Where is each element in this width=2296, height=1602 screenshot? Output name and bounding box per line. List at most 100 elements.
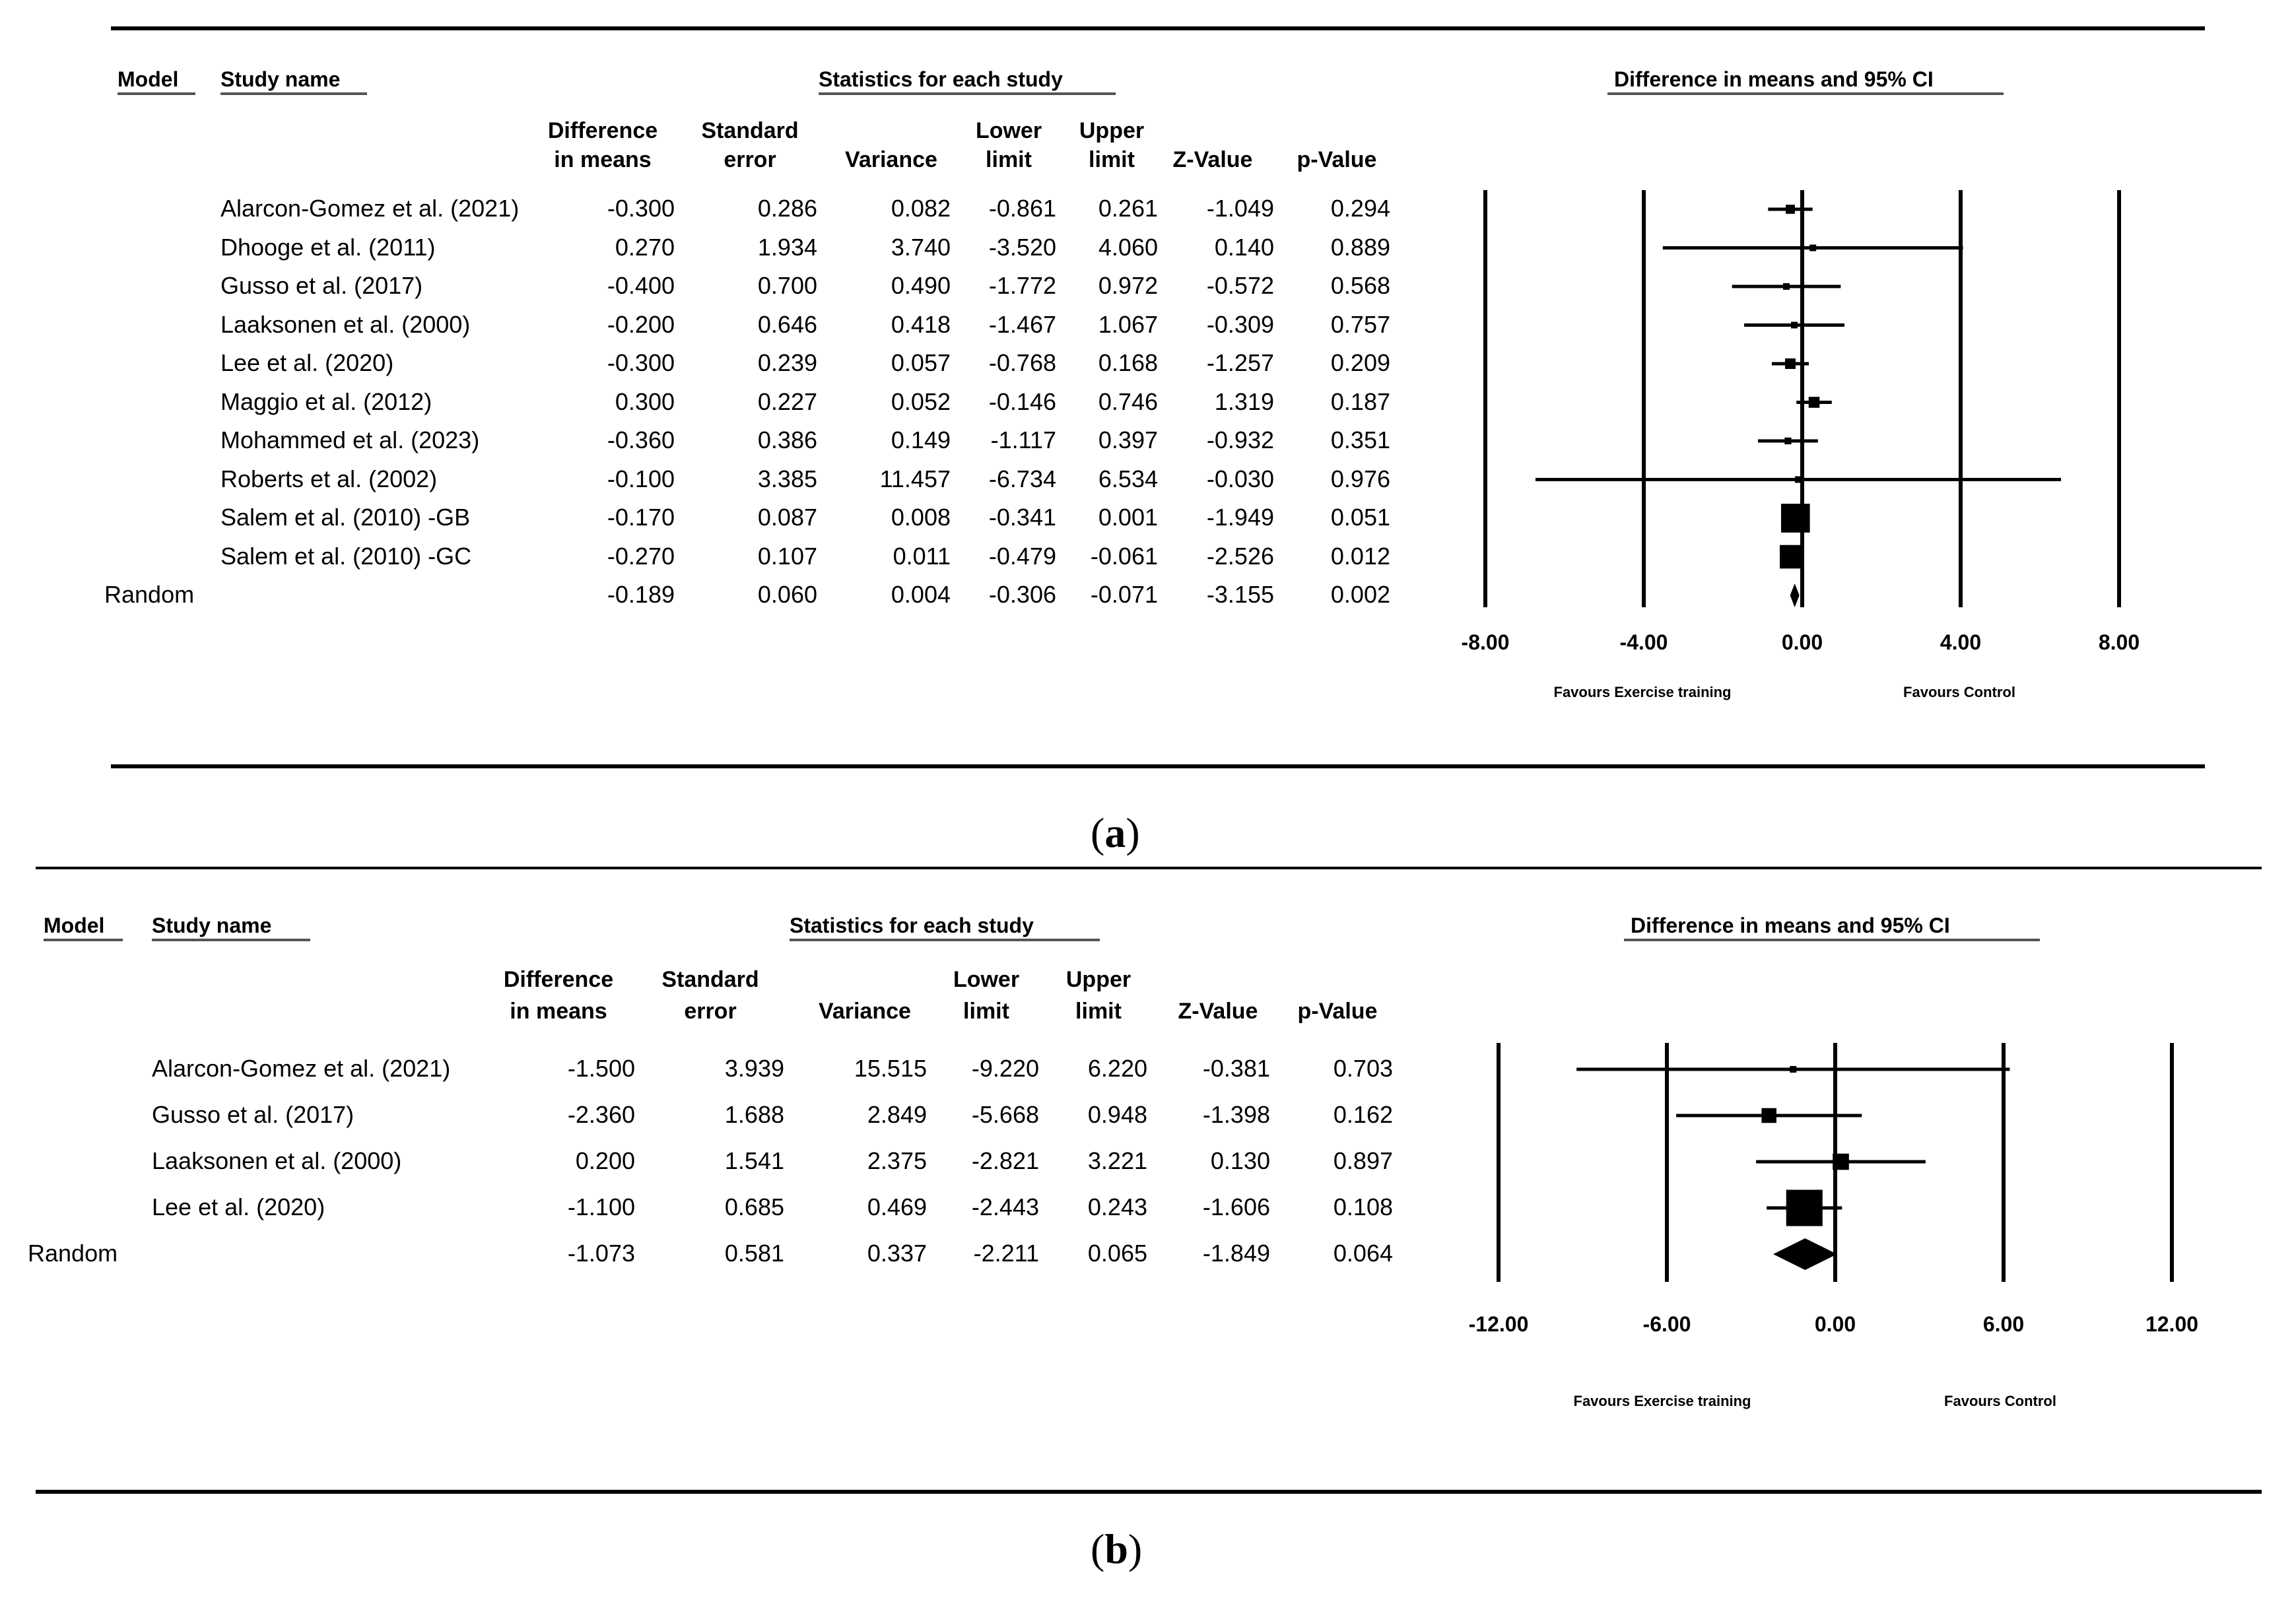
study-name-header-underline [220,92,367,95]
panel-b-bottom-rule [36,1490,2262,1494]
summary-cell-z: -3.155 [1206,581,1274,608]
stat-cell-var: 0.008 [891,504,951,531]
study-name-cell: Gusso et al. (2017) [152,1101,355,1128]
plot-title-underline [1607,92,2004,95]
col-header-3-line1: Lower [953,967,1020,992]
statistics-header-underline [790,939,1100,941]
stat-cell-lower: -1.117 [990,426,1056,453]
model-header: Model [44,914,105,937]
stat-cell-se: 0.286 [757,195,817,222]
stat-cell-z: 0.140 [1214,233,1274,261]
stat-cell-se: 1.934 [757,233,817,261]
study-name-cell: Lee et al. (2020) [152,1193,325,1220]
caption-b-letter: b [1104,1525,1128,1572]
stat-cell-z: -1.049 [1206,195,1274,222]
model-header-underline [44,939,123,941]
stat-cell-z: 1.319 [1214,387,1274,415]
stat-cell-se: 0.087 [757,504,817,531]
stat-cell-p: 0.187 [1330,387,1390,415]
stat-cell-upper: 6.220 [1087,1055,1147,1082]
col-header-1-line2: error [684,999,737,1024]
study-name-cell: Maggio et al. (2012) [220,387,432,415]
col-header-5-line2: Z-Value [1172,147,1253,172]
x-tick-label: 4.00 [1940,630,1982,654]
favours-right-label: Favours Control [1903,684,2015,700]
stat-cell-upper: 1.067 [1098,310,1158,338]
stat-cell-var: 0.052 [891,387,951,415]
stat-cell-p: 0.294 [1330,195,1390,222]
col-header-4-line2: limit [1089,147,1135,172]
stat-cell-se: 0.685 [724,1193,784,1220]
effect-box [1808,397,1820,408]
col-header-4-line1: Upper [1065,967,1131,992]
summary-cell-var: 0.004 [891,581,951,608]
stat-cell-p: 0.162 [1333,1101,1393,1128]
forest-plot-a: Model Study name Statistics for each study… [0,0,2296,792]
model-header-underline [118,92,195,95]
summary-label: Random [28,1240,118,1267]
summary-cell-z: -1.849 [1202,1240,1270,1267]
study-name-header: Study name [152,914,272,937]
summary-cell-lower: -2.211 [973,1240,1039,1267]
stat-cell-upper: -0.061 [1090,542,1158,570]
stat-cell-z: -1.398 [1202,1101,1270,1128]
stat-cell-upper: 0.397 [1098,426,1158,453]
summary-cell-upper: -0.071 [1090,581,1158,608]
col-header-0-line1: Difference [503,967,614,992]
summary-cell-upper: 0.065 [1087,1240,1147,1267]
col-header-1-line2: error [724,147,776,172]
stat-cell-var: 11.457 [879,465,951,492]
panel-b-top-rule [36,867,2262,869]
summary-label: Random [104,581,195,608]
caption-a: (a) [1091,809,1140,856]
col-header-2-line2: Variance [845,147,937,172]
stat-cell-diff: -0.100 [607,465,675,492]
col-header-4-line1: Upper [1079,118,1145,143]
study-name-cell: Laaksonen et al. (2000) [220,310,471,338]
stat-cell-p: 0.012 [1330,542,1390,570]
stat-cell-z: -0.309 [1206,310,1274,338]
stat-cell-lower: -2.443 [971,1193,1039,1220]
col-header-5-line2: Z-Value [1178,999,1258,1024]
summary-diamond [1790,584,1800,607]
stat-cell-upper: 0.972 [1098,272,1158,299]
panel-a-top-rule [111,26,2205,30]
stat-cell-lower: -1.772 [988,272,1056,299]
x-tick-label: 0.00 [1781,630,1823,654]
x-tick-label: 0.00 [1814,1312,1856,1336]
stat-cell-z: -0.381 [1202,1055,1270,1082]
x-tick-label: -6.00 [1642,1312,1691,1336]
effect-box [1761,1108,1776,1123]
stat-cell-var: 2.849 [867,1101,927,1128]
stat-cell-p: 0.703 [1333,1055,1393,1082]
x-tick-label: 12.00 [2145,1312,2199,1336]
stat-cell-var: 0.469 [867,1193,927,1220]
stat-cell-se: 3.939 [724,1055,784,1082]
stat-cell-z: -0.572 [1206,272,1274,299]
stat-cell-upper: 0.168 [1098,349,1158,376]
effect-box [1809,244,1817,251]
stat-cell-se: 0.239 [757,349,817,376]
model-header: Model [118,67,179,91]
summary-cell-p: 0.002 [1330,581,1390,608]
stat-cell-p: 0.108 [1333,1193,1393,1220]
stat-cell-diff: -0.400 [607,272,675,299]
stat-cell-lower: -5.668 [971,1101,1039,1128]
stat-cell-var: 0.057 [891,349,951,376]
stat-cell-upper: 4.060 [1098,233,1158,261]
summary-cell-lower: -0.306 [988,581,1056,608]
x-tick-label: -12.00 [1468,1312,1529,1336]
stat-cell-var: 0.418 [891,310,951,338]
stat-cell-lower: -9.220 [971,1055,1039,1082]
forest-plot-b: Model Study name Statistics for each study… [28,914,2199,1409]
summary-diamond [1773,1238,1837,1270]
stat-cell-var: 0.490 [891,272,951,299]
col-header-1-line1: Standard [701,118,799,143]
x-tick-label: 8.00 [2098,630,2140,654]
effect-box [1795,476,1802,483]
stat-cell-var: 3.740 [891,233,951,261]
summary-cell-diff: -1.073 [567,1240,635,1267]
x-tick-label: -4.00 [1619,630,1668,654]
stat-cell-upper: 6.534 [1098,465,1158,492]
